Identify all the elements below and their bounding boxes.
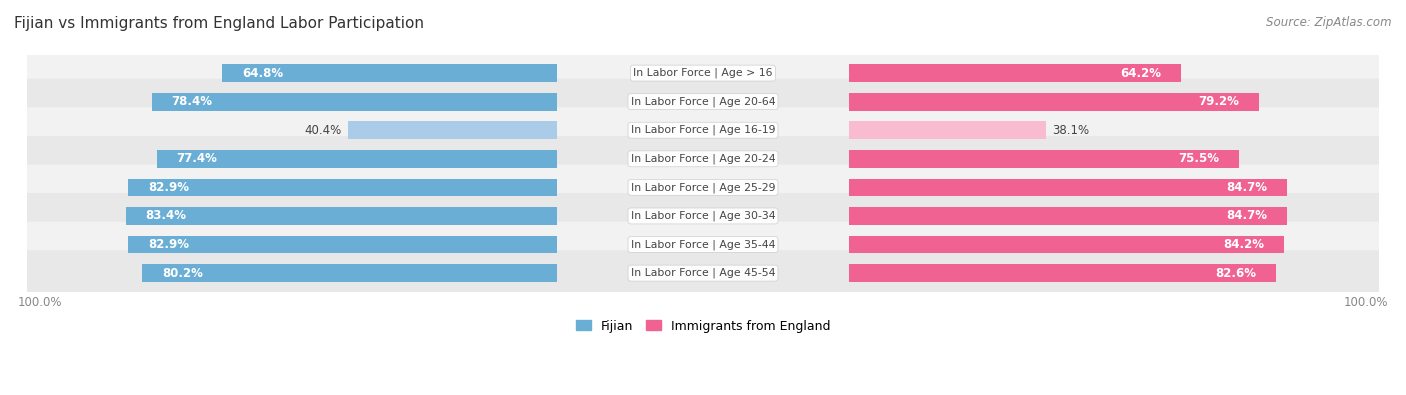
Text: 40.4%: 40.4% <box>304 124 342 137</box>
Text: 38.1%: 38.1% <box>1053 124 1090 137</box>
Text: In Labor Force | Age > 16: In Labor Force | Age > 16 <box>633 68 773 78</box>
Legend: Fijian, Immigrants from England: Fijian, Immigrants from England <box>571 315 835 338</box>
Bar <box>849 207 1286 225</box>
Bar <box>125 207 557 225</box>
FancyBboxPatch shape <box>24 250 1382 296</box>
FancyBboxPatch shape <box>24 222 1382 267</box>
Bar <box>849 150 1240 167</box>
Text: 79.2%: 79.2% <box>1198 95 1239 108</box>
Text: 64.2%: 64.2% <box>1121 67 1161 79</box>
Text: In Labor Force | Age 20-64: In Labor Force | Age 20-64 <box>631 96 775 107</box>
Bar <box>142 264 557 282</box>
Bar <box>128 179 557 196</box>
Text: 84.7%: 84.7% <box>1226 181 1267 194</box>
FancyBboxPatch shape <box>24 79 1382 124</box>
Bar <box>849 236 1285 254</box>
Text: In Labor Force | Age 25-29: In Labor Force | Age 25-29 <box>631 182 775 193</box>
Text: Fijian vs Immigrants from England Labor Participation: Fijian vs Immigrants from England Labor … <box>14 16 425 31</box>
Bar <box>222 64 557 82</box>
Bar <box>849 179 1286 196</box>
Text: 82.6%: 82.6% <box>1215 267 1257 280</box>
FancyBboxPatch shape <box>24 50 1382 96</box>
Text: In Labor Force | Age 30-34: In Labor Force | Age 30-34 <box>631 211 775 221</box>
Text: 82.9%: 82.9% <box>148 181 190 194</box>
Bar <box>849 121 1046 139</box>
Text: In Labor Force | Age 16-19: In Labor Force | Age 16-19 <box>631 125 775 135</box>
Text: 64.8%: 64.8% <box>242 67 283 79</box>
Bar <box>849 93 1258 111</box>
Bar <box>152 93 557 111</box>
Bar <box>128 236 557 254</box>
Bar <box>849 64 1181 82</box>
Text: 77.4%: 77.4% <box>177 152 218 165</box>
Text: Source: ZipAtlas.com: Source: ZipAtlas.com <box>1267 16 1392 29</box>
Bar <box>349 121 557 139</box>
Text: In Labor Force | Age 20-24: In Labor Force | Age 20-24 <box>631 154 775 164</box>
Text: 82.9%: 82.9% <box>148 238 190 251</box>
Text: 84.2%: 84.2% <box>1223 238 1264 251</box>
Text: In Labor Force | Age 45-54: In Labor Force | Age 45-54 <box>631 268 775 278</box>
FancyBboxPatch shape <box>24 193 1382 239</box>
Text: 84.7%: 84.7% <box>1226 209 1267 222</box>
Text: 78.4%: 78.4% <box>172 95 212 108</box>
Bar <box>156 150 557 167</box>
FancyBboxPatch shape <box>24 136 1382 182</box>
Text: 83.4%: 83.4% <box>146 209 187 222</box>
Text: 75.5%: 75.5% <box>1178 152 1219 165</box>
Bar <box>849 264 1277 282</box>
Text: 80.2%: 80.2% <box>162 267 202 280</box>
Text: In Labor Force | Age 35-44: In Labor Force | Age 35-44 <box>631 239 775 250</box>
FancyBboxPatch shape <box>24 165 1382 210</box>
FancyBboxPatch shape <box>24 107 1382 153</box>
